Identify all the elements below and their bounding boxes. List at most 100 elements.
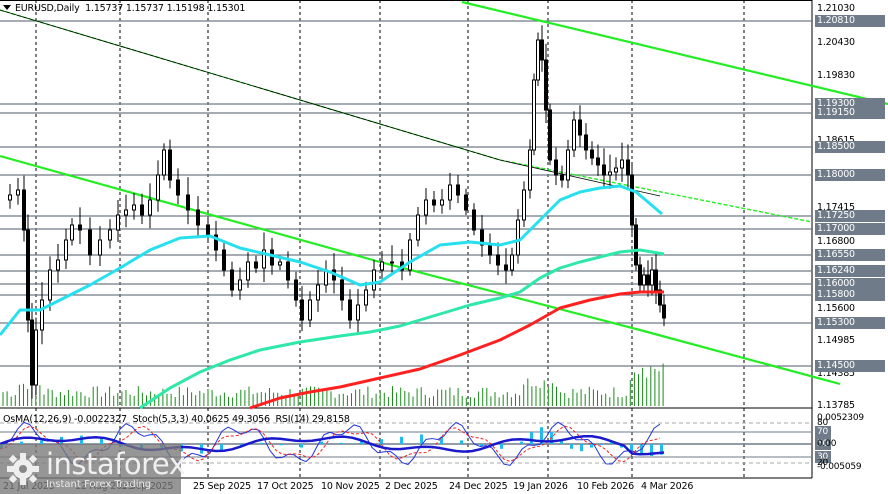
price-tick-label: 1.17415: [817, 202, 855, 213]
bearish-candle: [626, 159, 630, 176]
bearish-candle: [196, 209, 200, 226]
oscillator-level-label: 70: [815, 426, 831, 438]
price-tick-label: 1.14985: [817, 335, 855, 346]
bearish-candle: [630, 174, 634, 226]
bullish-candle: [308, 299, 312, 321]
bullish-candle: [408, 239, 412, 271]
bullish-candle: [132, 204, 136, 211]
time-tick-label: 17 Oct 2025: [257, 481, 314, 492]
oscillator-level-label: 0.0052309: [817, 413, 864, 423]
bullish-candle: [238, 279, 242, 291]
time-tick-label: 24 Dec 2025: [449, 481, 508, 492]
bullish-candle: [532, 79, 536, 151]
bearish-candle: [646, 274, 650, 286]
osma-histogram-bar: [280, 444, 283, 446]
logo-brand: instaforex: [46, 447, 186, 481]
price-level-label: 1.19150: [815, 107, 885, 119]
price-level-label: 1.15300: [815, 317, 885, 329]
bearish-candle: [270, 249, 274, 266]
bullish-candle: [124, 209, 128, 216]
time-tick-label: 25 Sep 2025: [193, 481, 252, 492]
bullish-candle: [614, 167, 618, 173]
bearish-candle: [206, 224, 210, 236]
bearish-candle: [432, 199, 436, 206]
bearish-candle: [140, 204, 144, 216]
osma-histogram-bar: [630, 444, 633, 452]
bullish-candle: [98, 239, 102, 256]
bullish-candle: [356, 304, 360, 321]
osma-histogram-bar: [320, 441, 323, 444]
bullish-candle: [8, 194, 12, 201]
gear-logo-icon: [7, 453, 39, 485]
bearish-candle: [590, 149, 594, 159]
osma-histogram-bar: [380, 439, 383, 444]
osma-value: OsMA(12,26,9) -0.0022327: [3, 414, 127, 425]
time-tick-label: 10 Nov 2025: [321, 481, 380, 492]
price-tick-label: 1.14385: [817, 368, 855, 379]
bearish-candle: [596, 157, 600, 166]
ohlc-low: 1.15198: [166, 3, 205, 14]
bearish-candle: [22, 189, 26, 231]
bullish-candle: [56, 259, 60, 271]
bullish-candle: [528, 149, 532, 191]
bearish-candle: [584, 134, 588, 151]
bullish-candle: [70, 224, 74, 241]
osma-histogram-bar: [610, 441, 613, 444]
support-trendline: [0, 154, 841, 386]
osma-histogram-bar: [590, 444, 593, 448]
bearish-candle: [464, 194, 468, 211]
price-tick-label: 1.13785: [817, 400, 855, 411]
bullish-candle: [108, 229, 112, 241]
osma-histogram-bar: [660, 444, 663, 455]
osma-histogram-bar: [580, 444, 583, 452]
bullish-candle: [40, 299, 44, 331]
bearish-candle: [214, 234, 218, 251]
bearish-candle: [472, 209, 476, 231]
bullish-candle: [316, 284, 320, 301]
price-tick-label: 1.19830: [817, 70, 855, 81]
bullish-candle: [566, 149, 570, 181]
time-tick-label: 10 Feb 2026: [577, 481, 634, 492]
symbol-timeframe: EURUSD,Daily: [15, 3, 80, 14]
bullish-candle: [162, 149, 166, 176]
ema-200-line: [249, 290, 664, 410]
rsi-line: [0, 434, 665, 456]
bullish-candle: [424, 199, 428, 216]
price-level-label: 1.18000: [815, 169, 885, 181]
bearish-candle: [230, 269, 234, 291]
osma-histogram-bar: [220, 444, 223, 450]
bearish-candle: [348, 299, 352, 321]
bullish-candle: [278, 261, 282, 266]
bullish-candle: [510, 254, 514, 271]
bullish-candle: [156, 174, 160, 201]
collapse-triangle-icon[interactable]: [3, 5, 11, 10]
bearish-candle: [560, 174, 564, 181]
bearish-candle: [480, 229, 484, 246]
bearish-candle: [540, 39, 544, 61]
time-tick-label: 4 Mar 2026: [641, 481, 694, 492]
price-level-label: 1.18500: [815, 141, 885, 153]
bearish-candle: [578, 119, 582, 136]
ohlc-close: 1.15301: [207, 3, 246, 14]
bearish-candle: [658, 289, 662, 306]
bearish-candle: [88, 229, 92, 256]
bearish-candle: [638, 264, 642, 286]
bullish-candle: [64, 239, 68, 261]
ema-cyan-line: [0, 184, 663, 336]
time-tick-label: 2 Dec 2025: [385, 481, 438, 492]
price-level-label: 1.17000: [815, 223, 885, 235]
ohlc-open: 1.15737: [85, 3, 124, 14]
price-tick-label: 1.21030: [817, 3, 855, 14]
logo-tagline: Instant Forex Trading: [46, 479, 152, 490]
bullish-candle: [620, 159, 624, 169]
bearish-candle: [390, 261, 394, 264]
bullish-candle: [642, 274, 646, 286]
oscillator-level-label: 80: [817, 418, 829, 428]
chart-header: EURUSD,Daily 1.15737 1.15737 1.15198 1.1…: [3, 3, 245, 14]
osma-histogram-bar: [40, 440, 43, 444]
osma-histogram-bar: [460, 440, 463, 444]
upper-channel-trendline-black: [0, 9, 661, 197]
bullish-candle: [380, 261, 384, 271]
